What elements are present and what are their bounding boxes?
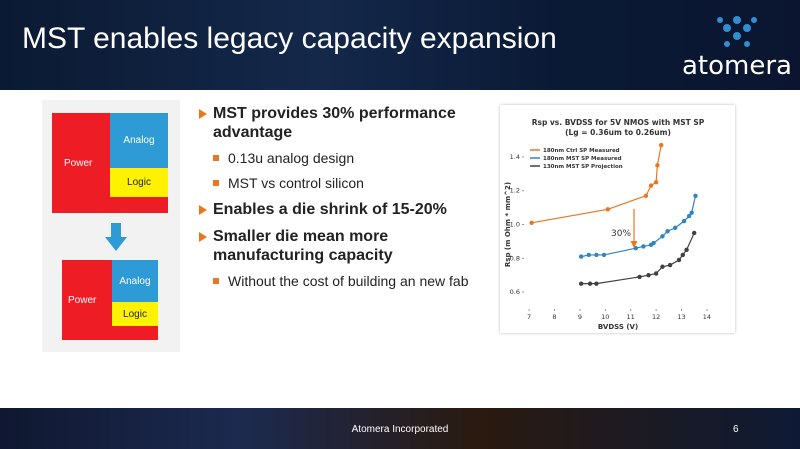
x-tick-label: 14: [703, 313, 711, 321]
sub-bullet: 0.13u analog design: [198, 150, 488, 167]
data-point: [693, 193, 698, 198]
logo: atomera: [682, 16, 792, 81]
data-point: [681, 218, 687, 224]
data-point: [586, 252, 591, 258]
data-point: [633, 245, 638, 251]
y-tick-label: 1.0: [510, 221, 520, 229]
analog-block: Analog: [110, 113, 168, 168]
x-tick-label: 8: [552, 313, 556, 321]
y-tick-label: 1.4: [510, 153, 520, 161]
data-point: [578, 281, 584, 286]
data-point: [601, 252, 607, 258]
data-point: [660, 234, 665, 239]
page-number: 6: [733, 424, 739, 435]
data-point: [689, 210, 694, 215]
chart-frame: [500, 105, 735, 333]
data-point: [692, 230, 697, 236]
bullet-list: MST provides 30% performance advantage 0.…: [198, 104, 488, 298]
data-point: [655, 163, 660, 168]
data-point: [651, 240, 656, 246]
x-tick-label: 13: [677, 313, 685, 321]
data-point: [648, 183, 654, 188]
data-point: [686, 213, 692, 219]
slide-title: MST enables legacy capacity expansion: [22, 22, 557, 55]
series-line: [581, 195, 697, 258]
bullet: Smaller die mean more manufacturing capa…: [198, 227, 488, 265]
y-tick-label: 0.8: [510, 254, 520, 262]
chart: Rsp vs. BVDSS for 5V NMOS with MST SP(Lg…: [504, 118, 711, 331]
legend-label: 180nm Ctrl SP Measured: [543, 148, 620, 154]
x-tick-label: 9: [578, 313, 582, 321]
data-point: [637, 274, 642, 280]
analog-block: Analog: [112, 260, 158, 302]
x-tick-label: 12: [652, 313, 660, 321]
x-tick-label: 10: [601, 313, 609, 321]
footer-company: Atomera Incorporated: [351, 424, 449, 435]
data-point: [665, 229, 670, 234]
data-point: [658, 142, 664, 148]
shrink-arrow: [105, 223, 127, 251]
chart-title: Rsp vs. BVDSS for 5V NMOS with MST SP: [532, 118, 705, 127]
x-tick-label: 11: [627, 313, 635, 321]
y-tick-label: 1.2: [510, 187, 520, 195]
data-point: [594, 252, 599, 258]
sub-bullet: Without the cost of building an new fab: [198, 273, 488, 290]
chart-subtitle: (Lg = 0.36um to 0.26um): [565, 128, 671, 137]
data-point: [605, 207, 611, 212]
legend-label: 180nm MST SP Measured: [543, 156, 622, 162]
logo-text: atomera: [682, 51, 792, 81]
data-point: [660, 264, 665, 269]
data-point: [594, 281, 599, 286]
bullet: MST provides 30% performance advantage: [198, 104, 488, 142]
data-point: [587, 281, 593, 286]
legend-label: 130nm MST SP Projection: [543, 164, 623, 170]
data-point: [672, 225, 678, 231]
data-point: [529, 220, 534, 226]
x-tick-label: 7: [527, 313, 531, 321]
y-tick-label: 0.6: [510, 288, 520, 296]
data-point: [653, 271, 659, 276]
data-point: [684, 247, 689, 253]
x-axis-label: BVDSS (V): [598, 323, 638, 331]
data-point: [641, 244, 646, 249]
sub-bullet: MST vs control silicon: [198, 175, 488, 192]
bullet: Enables a die shrink of 15-20%: [198, 200, 488, 219]
data-point: [667, 262, 673, 268]
footer-band: [0, 408, 800, 449]
y-axis-label: Rsp (m Ohm * mm^2): [504, 182, 512, 267]
data-point: [680, 252, 685, 258]
logic-block: Logic: [112, 302, 158, 326]
data-point: [653, 180, 659, 185]
header-band: [0, 0, 800, 90]
data-point: [646, 273, 651, 278]
logic-block: Logic: [110, 168, 168, 197]
data-point: [676, 257, 682, 263]
annotation-arrowhead: [630, 241, 638, 248]
data-point: [578, 254, 584, 259]
data-point: [643, 193, 649, 198]
annotation: 30%: [611, 229, 631, 239]
